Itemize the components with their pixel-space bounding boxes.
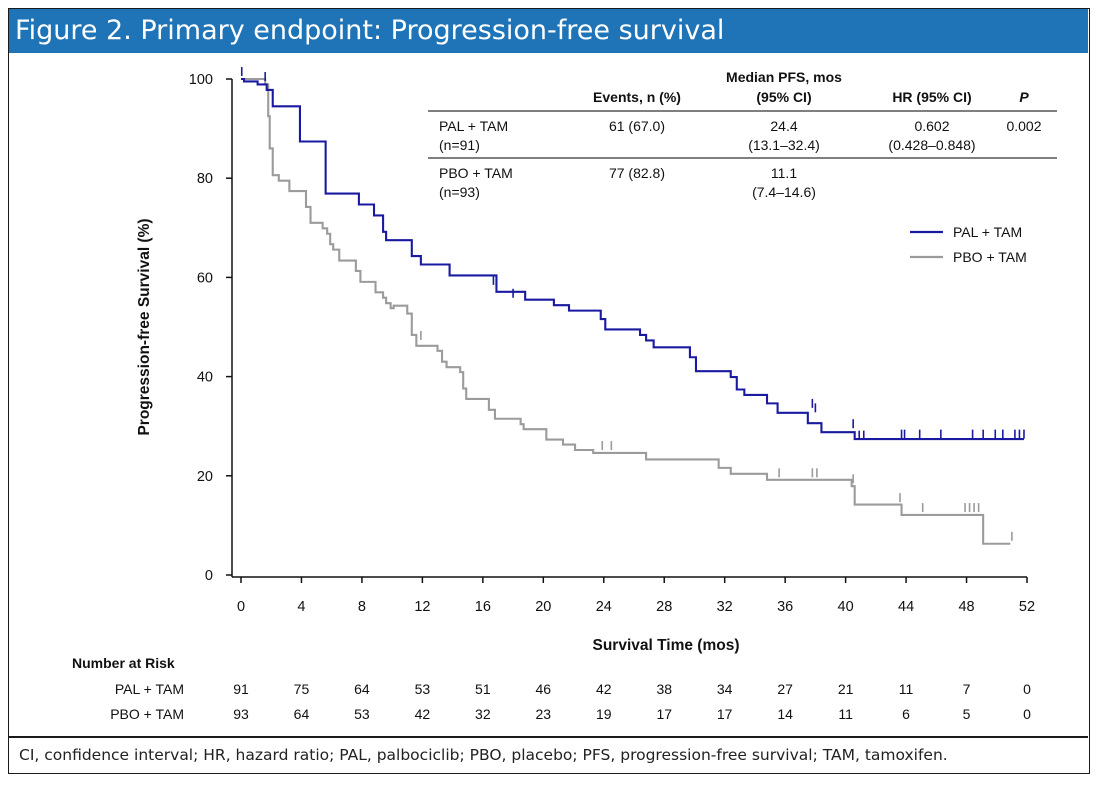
x-tick-label: 48 [958, 599, 974, 615]
risk-value: 27 [777, 681, 793, 697]
risk-value: 6 [902, 706, 910, 722]
risk-value: 19 [596, 706, 612, 722]
stats-row1-events: 61 (67.0) [609, 118, 665, 134]
legend-label-pal: PAL + TAM [953, 224, 1022, 240]
stats-header-median-line2: (95% CI) [756, 89, 811, 105]
stats-row1-arm: PAL + TAM [439, 118, 508, 134]
risk-value: 11 [838, 706, 853, 722]
x-tick-label: 32 [717, 599, 733, 615]
km-curve-pal [241, 77, 1024, 441]
risk-table: Number at Risk PAL + TAM PBO + TAM 91 75 6… [72, 655, 1031, 722]
risk-value: 0 [1023, 706, 1031, 722]
y-tick-label: 0 [205, 568, 213, 584]
stats-row1-n: (n=91) [439, 137, 480, 153]
stats-header-events: Events, n (%) [593, 89, 681, 105]
risk-value: 14 [777, 706, 793, 722]
risk-row-label-pal: PAL + TAM [115, 681, 184, 697]
footnote-divider [9, 736, 1088, 738]
x-tick-label: 40 [838, 599, 854, 615]
x-tick-label: 36 [777, 599, 793, 615]
stats-row2-n: (n=93) [439, 184, 480, 200]
stats-header-hr: HR (95% CI) [892, 89, 971, 105]
risk-value: 32 [475, 706, 491, 722]
x-tick-label: 52 [1019, 599, 1035, 615]
risk-value: 11 [899, 681, 914, 697]
risk-value: 64 [294, 706, 310, 722]
risk-value: 7 [963, 681, 971, 697]
risk-values: 91 75 64 53 51 46 42 38 34 27 21 11 7 093 64 53 42 32 23 19… [233, 681, 1031, 722]
risk-value: 34 [717, 681, 733, 697]
risk-value: 64 [354, 681, 370, 697]
stats-row2-median: 11.1 [771, 165, 797, 181]
stats-header-median-line1: Median PFS, mos [726, 69, 842, 85]
x-tick-label: 24 [596, 599, 612, 615]
risk-value: 91 [233, 681, 249, 697]
x-axis-label: Survival Time (mos) [592, 637, 739, 654]
risk-value: 5 [963, 706, 971, 722]
stats-row1-median-ci: (13.1–32.4) [748, 137, 820, 153]
risk-value: 21 [838, 681, 854, 697]
risk-value: 23 [536, 706, 552, 722]
x-tick-label: 20 [535, 599, 551, 615]
risk-value: 17 [656, 706, 672, 722]
legend: PAL + TAM PBO + TAM [910, 224, 1027, 265]
figure-frame: Figure 2. Primary endpoint: Progression-… [8, 8, 1090, 774]
stats-row1-hr: 0.602 [914, 118, 949, 134]
stats-header-p: P [1019, 89, 1029, 105]
stats-row1-median: 24.4 [770, 118, 797, 134]
chart-curves [240, 67, 1025, 545]
risk-value: 0 [1023, 681, 1031, 697]
y-tick-label: 80 [197, 171, 213, 187]
x-tick-label: 16 [475, 599, 491, 615]
figure-title: Figure 2. Primary endpoint: Progression-… [9, 9, 1088, 53]
risk-value: 38 [656, 681, 672, 697]
km-curve-pbo [241, 77, 1011, 545]
footnote: CI, confidence interval; HR, hazard rati… [19, 746, 948, 764]
risk-value: 93 [233, 706, 249, 722]
x-tick-label: 0 [237, 599, 245, 615]
stats-table: Median PFS, mos Events, n (%) (95% CI) H… [428, 69, 1057, 200]
risk-value: 51 [475, 681, 491, 697]
risk-value: 17 [717, 706, 733, 722]
y-tick-label: 20 [197, 469, 213, 485]
risk-value: 53 [354, 706, 370, 722]
stats-row2-median-ci: (7.4–14.6) [752, 184, 816, 200]
stats-row2-arm: PBO + TAM [439, 165, 513, 181]
y-tick-label: 40 [197, 370, 213, 386]
x-tick-label: 28 [656, 599, 672, 615]
y-axis-label: Progression-free Survival (%) [136, 218, 153, 435]
risk-value: 42 [415, 706, 431, 722]
stats-row2-events: 77 (82.8) [609, 165, 665, 181]
x-tick-label: 12 [414, 599, 430, 615]
x-tick-label: 4 [297, 599, 305, 615]
x-tick-label: 44 [898, 599, 914, 615]
risk-value: 42 [596, 681, 612, 697]
risk-table-title: Number at Risk [72, 655, 175, 671]
x-tick-label: 8 [358, 599, 366, 615]
risk-value: 46 [536, 681, 552, 697]
stats-row1-p: 0.002 [1006, 118, 1041, 134]
stats-row1-hr-ci: (0.428–0.848) [888, 137, 975, 153]
risk-row-label-pbo: PBO + TAM [110, 706, 184, 722]
risk-value: 53 [415, 681, 431, 697]
y-tick-label: 60 [197, 270, 213, 286]
risk-value: 75 [294, 681, 310, 697]
y-tick-label: 100 [189, 72, 213, 88]
legend-label-pbo: PBO + TAM [953, 249, 1027, 265]
